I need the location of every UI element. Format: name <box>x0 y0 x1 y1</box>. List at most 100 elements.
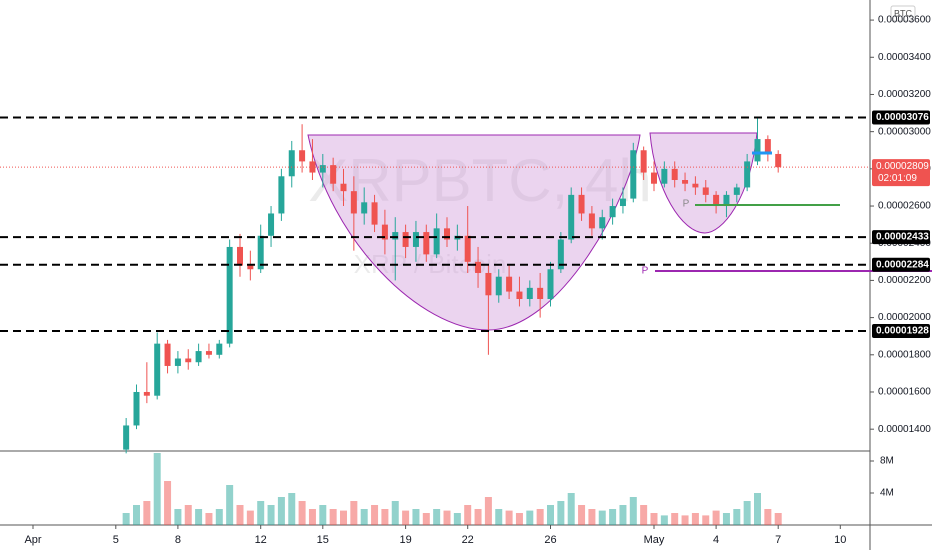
x-tick-label: Apr <box>24 534 41 546</box>
volume-bar <box>371 505 379 525</box>
level-label: 0.00002284 <box>876 259 929 270</box>
symbol-button[interactable] <box>890 5 916 22</box>
volume-bar <box>319 505 327 525</box>
volume-bar <box>609 509 617 525</box>
volume-bar <box>246 510 254 525</box>
volume-bar <box>774 513 782 525</box>
volume-bar <box>257 501 265 525</box>
candle-body <box>381 224 388 240</box>
candle-body <box>423 232 430 255</box>
volume-tick-label: 4M <box>880 488 894 499</box>
candle-body <box>568 194 575 240</box>
marks <box>122 116 782 525</box>
volume-bar <box>681 515 689 525</box>
candle-body <box>547 269 554 300</box>
last-price-label: 0.00002809 <box>876 161 929 172</box>
volume-bar <box>153 453 161 525</box>
candle-body <box>640 150 647 173</box>
level-label-box <box>872 110 930 125</box>
volume-bar <box>464 505 472 525</box>
candle-body <box>516 291 523 300</box>
volume-bar <box>133 505 140 525</box>
volume-tick-label: 8M <box>880 456 894 467</box>
symbol-label[interactable]: BTC <box>894 8 913 18</box>
y-tick-label: 0.00002600 <box>878 201 931 212</box>
volume-bar <box>391 501 399 525</box>
candle-body <box>123 425 130 450</box>
volume-bar <box>660 515 668 525</box>
candle-body <box>692 183 699 188</box>
candle-body <box>402 232 409 247</box>
candle-body <box>495 276 502 296</box>
candle-body <box>444 228 450 240</box>
candle-body <box>361 202 368 214</box>
y-tick-label: 0.00002000 <box>878 312 931 323</box>
volume-bar <box>484 497 492 525</box>
x-tick-label: 5 <box>113 534 119 546</box>
candle-body <box>257 235 264 270</box>
volume-bar <box>184 505 192 525</box>
volume-bar <box>277 497 285 525</box>
candle-body <box>526 287 533 300</box>
volume-bar <box>195 509 203 525</box>
volume-bar <box>412 509 420 525</box>
annotation: P <box>683 199 690 210</box>
level-label: 0.00002433 <box>876 232 929 243</box>
candle-body <box>661 168 668 184</box>
candle-body <box>506 276 513 292</box>
candle-body <box>651 172 657 184</box>
candle-body <box>154 343 161 396</box>
candle-body <box>392 232 399 240</box>
candle-body <box>578 194 585 214</box>
volume-bar <box>754 493 761 525</box>
volume-bar <box>650 513 658 525</box>
x-tick-label: 12 <box>255 534 267 546</box>
x-tick-label: 19 <box>399 534 411 546</box>
volume-bar <box>474 509 482 525</box>
annotation: P <box>642 266 649 277</box>
candle-body <box>723 194 730 207</box>
candle-body <box>744 161 751 188</box>
volume-bar <box>743 501 751 525</box>
level-label-box <box>872 323 930 338</box>
candle-body <box>702 187 709 195</box>
candle-body <box>216 343 223 355</box>
volume-bar <box>495 509 503 525</box>
volume-bar <box>505 510 513 525</box>
candle-body <box>485 272 492 296</box>
volume-bar <box>453 513 461 525</box>
y-tick-label: 0.00003400 <box>878 52 931 63</box>
candle-body <box>371 202 378 225</box>
volume-bar <box>443 510 451 525</box>
volume-bar <box>733 509 741 525</box>
x-tick-label: 4 <box>713 534 719 546</box>
candle-body <box>609 206 616 218</box>
volume-bar <box>764 509 772 525</box>
candle-body <box>278 176 285 214</box>
candle-body <box>619 198 626 207</box>
volume-bar <box>598 510 606 525</box>
candle-body <box>464 235 471 262</box>
volume-bar <box>619 505 627 525</box>
candle-body <box>299 150 306 162</box>
volume-bar <box>526 510 534 525</box>
y-tick-label: 0.00003600 <box>878 15 931 26</box>
volume-bar <box>578 505 586 525</box>
candle-body <box>205 351 212 355</box>
candle-body <box>671 168 678 180</box>
y-tick-label: 0.00001600 <box>878 387 931 398</box>
candle-body <box>288 150 295 177</box>
candle-body <box>733 187 740 195</box>
candle-body <box>133 391 140 426</box>
level-label: 0.00003076 <box>876 112 929 123</box>
candle-body <box>557 239 564 270</box>
volume-bar <box>215 509 223 525</box>
volume-bar <box>308 509 316 525</box>
y-tick-label: 0.00002200 <box>878 275 931 286</box>
x-tick-label: 15 <box>317 534 329 546</box>
x-tick-label: 7 <box>775 534 781 546</box>
volume-bar <box>515 513 523 525</box>
candle-body <box>775 153 782 168</box>
candle-body <box>433 228 440 255</box>
volume-bar <box>629 497 637 525</box>
